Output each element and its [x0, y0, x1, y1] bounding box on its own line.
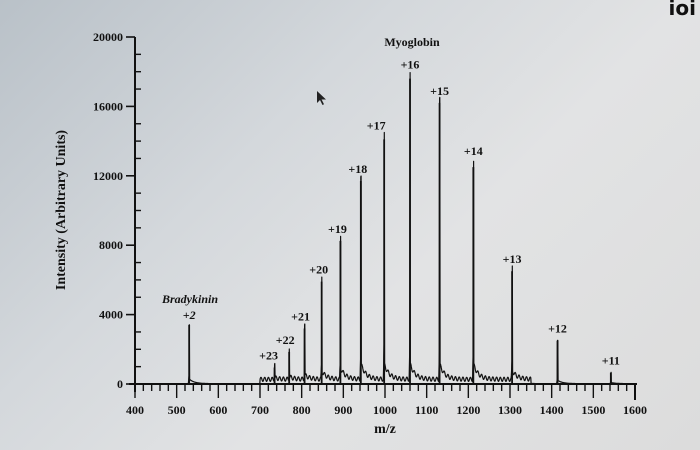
- peak-label: +14: [464, 144, 483, 158]
- x-tick-label: 800: [293, 403, 311, 417]
- x-tick-label: 400: [126, 403, 144, 417]
- peak-label: +12: [548, 322, 567, 336]
- peak-label: +17: [367, 118, 386, 132]
- peak-label: +13: [503, 252, 522, 266]
- x-tick-label: 1000: [373, 403, 397, 417]
- axes: [126, 36, 637, 400]
- x-tick-label: 1300: [498, 403, 522, 417]
- peak-labels: +2 +23 +22 +21 +20 +19 +18 +17 +16 +15 +14 +13 +12 +1…: [183, 58, 620, 368]
- x-axis-title: m/z: [374, 422, 396, 437]
- peak-label: +23: [259, 349, 278, 363]
- x-tick-label: 900: [334, 403, 352, 417]
- peak-label: +19: [328, 222, 347, 236]
- y-tick-label: 8000: [99, 238, 123, 252]
- spectrum-trace: [143, 71, 632, 385]
- y-tick-label: 16000: [93, 99, 123, 113]
- y-axis-title: Intensity (Arbitrary Units): [54, 130, 69, 291]
- peak-label: +18: [348, 162, 367, 176]
- corner-text: ioi: [668, 0, 696, 20]
- x-tick-label: 1200: [456, 403, 480, 417]
- peak-label: +2: [183, 308, 196, 322]
- x-tick-label: 600: [209, 403, 227, 417]
- peak-label: +11: [602, 354, 620, 368]
- peak-label: +22: [276, 333, 295, 347]
- peak-label: +20: [309, 263, 328, 277]
- y-tick-labels: 0 4000 8000 12000 16000 20000: [93, 30, 123, 391]
- x-tick-labels: 400 500 600 700 800 900 1000 1100 1200 1300 1400 15…: [126, 403, 647, 417]
- peak-label: +15: [430, 84, 449, 98]
- y-tick-label: 20000: [93, 30, 123, 44]
- peak-label: +16: [401, 58, 420, 72]
- x-tick-label: 700: [251, 403, 269, 417]
- x-tick-label: 1500: [581, 403, 605, 417]
- myoglobin-label: Myoglobin: [384, 35, 440, 49]
- y-tick-label: 4000: [99, 308, 123, 322]
- y-tick-label: 0: [117, 377, 123, 391]
- peak-label: +21: [291, 309, 310, 323]
- x-tick-label: 500: [168, 403, 186, 417]
- mouse-cursor-icon: [317, 91, 326, 105]
- x-tick-label: 1400: [540, 403, 564, 417]
- bradykinin-label: Bradykinin: [161, 292, 218, 306]
- x-tick-label: 1600: [623, 403, 647, 417]
- y-tick-label: 12000: [93, 169, 123, 183]
- x-tick-label: 1100: [415, 403, 438, 417]
